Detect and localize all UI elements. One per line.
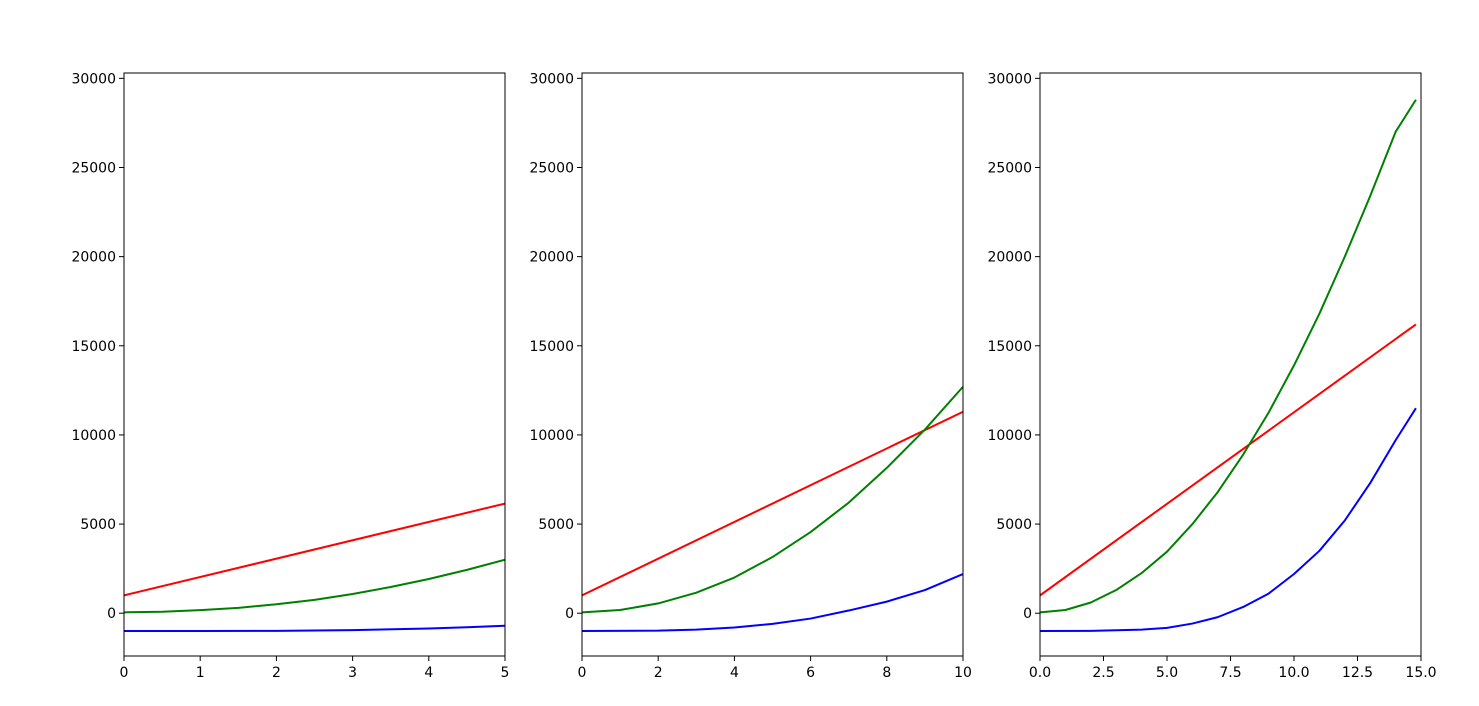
y-tick-label: 10000 [71, 428, 116, 444]
x-tick-label: 6 [806, 665, 815, 681]
axes-frame [1039, 72, 1422, 657]
y-tick-label: 5000 [80, 517, 116, 533]
series-line-1 [124, 502, 505, 597]
x-tick-label: 3 [348, 665, 357, 681]
x-tick-label: 0.0 [1029, 665, 1051, 681]
x-tick-label: 15.0 [1405, 665, 1436, 681]
series-line-1 [1040, 323, 1417, 597]
subplot-2: 0 2 4 6 8 10 0 5000 10000 15000 20000 25000 30000 [529, 71, 971, 681]
y-tick-label: 25000 [71, 160, 116, 176]
series-line-3 [582, 573, 963, 633]
x-tick-label: 2 [654, 665, 663, 681]
x-tick-label: 5.0 [1156, 665, 1178, 681]
y-tick-label: 5000 [538, 517, 574, 533]
x-tick-label: 4 [424, 665, 433, 681]
x-tick-label: 4 [730, 665, 739, 681]
x-tick-label: 0 [578, 665, 587, 681]
y-tick-label: 30000 [987, 71, 1032, 87]
x-tick-label: 2 [272, 665, 281, 681]
axes-frame [123, 72, 506, 657]
series-line-2 [582, 386, 963, 614]
y-tick-label: 0 [565, 606, 574, 622]
y-tick-label: 5000 [996, 517, 1032, 533]
y-tick-label: 15000 [529, 339, 574, 355]
y-tick-label: 30000 [71, 71, 116, 87]
axes-frame [581, 72, 964, 657]
x-tick-label: 10.0 [1278, 665, 1309, 681]
y-tick-label: 20000 [529, 250, 574, 266]
series-line-1 [582, 410, 963, 597]
series-line-3 [1040, 407, 1417, 633]
series-line-3 [124, 624, 505, 633]
series-line-2 [124, 558, 505, 614]
y-tick-label: 0 [1023, 606, 1032, 622]
series-line-2 [1040, 99, 1417, 614]
subplot-1: 0 1 2 3 4 5 0 5000 10000 15000 20000 25000 30000 [71, 71, 509, 681]
y-tick-label: 20000 [71, 250, 116, 266]
subplot-3: 0.0 2.5 5.0 7.5 10.0 12.5 15.0 0 5000 10000 15000 2… [987, 71, 1436, 681]
y-tick-label: 10000 [529, 428, 574, 444]
y-tick-label: 25000 [529, 160, 574, 176]
x-tick-label: 5 [501, 665, 510, 681]
x-tick-label: 7.5 [1219, 665, 1241, 681]
x-tick-label: 1 [196, 665, 205, 681]
x-tick-label: 12.5 [1342, 665, 1373, 681]
y-tick-label: 15000 [987, 339, 1032, 355]
x-tick-label: 2.5 [1092, 665, 1114, 681]
y-tick-label: 20000 [987, 250, 1032, 266]
x-tick-label: 0 [120, 665, 129, 681]
y-tick-label: 25000 [987, 160, 1032, 176]
y-tick-label: 0 [107, 606, 116, 622]
x-tick-label: 8 [882, 665, 891, 681]
x-tick-label: 10 [954, 665, 972, 681]
y-tick-label: 10000 [987, 428, 1032, 444]
y-tick-label: 30000 [529, 71, 574, 87]
y-tick-label: 15000 [71, 339, 116, 355]
